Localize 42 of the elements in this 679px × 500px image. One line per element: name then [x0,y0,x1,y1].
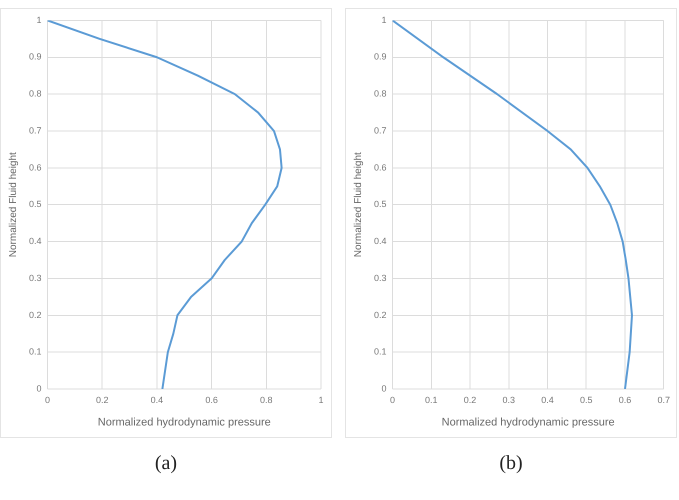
y-tick-label: 0.2 [374,310,387,320]
y-tick-label: 0.1 [28,346,42,357]
y-tick-label: 0 [381,383,387,394]
text: (a) [154,452,178,475]
y-tick-label: 0.5 [374,199,387,210]
y-tick-label: 0.3 [28,272,42,283]
x-tick-label: 0.3 [502,394,516,405]
y-tick-label: 0.4 [374,236,387,246]
x-axis-title: Normalized hydrodynamic pressure [442,416,615,428]
x-tick-label: 0.6 [618,394,632,405]
x-tick-label: 0 [45,394,50,405]
x-tick-label: 0.1 [425,394,438,405]
x-tick-label: 0.7 [657,394,670,405]
y-axis-title: Normalized Fluid height [8,152,19,258]
y-tick-label: 0 [36,383,42,394]
y-tick-label: 0.1 [374,346,387,357]
x-tick-label: 0.2 [464,394,476,405]
y-tick-label: 0.8 [374,88,387,99]
y-tick-label: 0.5 [28,199,42,210]
y-tick-label: 0.2 [28,310,42,320]
x-tick-label: 0.2 [96,394,108,405]
y-tick-label: 0.3 [374,272,387,283]
y-tick-label: 0.9 [374,52,387,62]
y-tick-label: 0.7 [374,125,387,136]
x-tick-label: 1 [318,394,324,405]
x-tick-label: 0.5 [580,394,593,405]
y-tick-label: 1 [381,14,387,25]
x-tick-label: 0.4 [541,394,554,405]
text: (b) [498,452,524,475]
y-axis-title: Normalized Fluid height [352,152,364,258]
y-tick-label: 0.9 [28,52,42,62]
x-tick-label: 0.6 [205,394,218,405]
y-tick-label: 0.4 [28,236,42,246]
x-axis-title: Normalized hydrodynamic pressure [98,416,271,428]
y-tick-label: 0.6 [374,162,387,172]
x-tick-label: 0.4 [150,394,164,405]
x-tick-label: 0 [390,394,396,405]
y-tick-label: 1 [36,14,42,25]
y-tick-label: 0.7 [28,125,42,136]
x-tick-label: 0.8 [260,394,273,405]
y-tick-label: 0.8 [28,88,42,99]
y-tick-label: 0.6 [28,162,42,172]
